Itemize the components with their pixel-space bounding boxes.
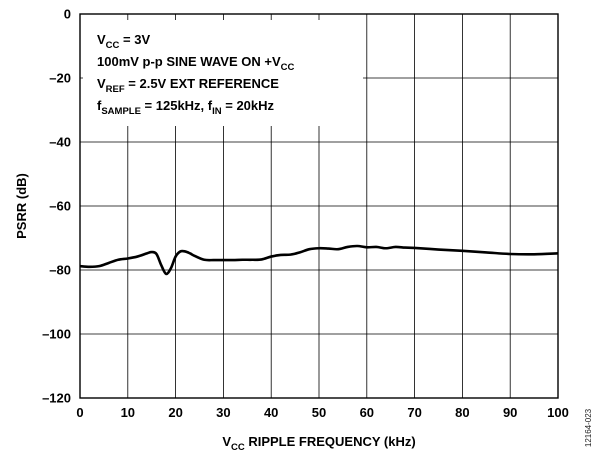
y-tick-label: –80 [49,263,71,278]
annotation-line: fSAMPLE = 125kHz, fIN = 20kHz [97,98,275,117]
annotation-line: VCC = 3V [97,32,150,51]
grid-lines [80,14,558,398]
annotation-line: VREF = 2.5V EXT REFERENCE [97,76,279,95]
x-tick-label: 70 [407,405,421,420]
x-tick-label: 0 [76,405,83,420]
y-tick-label: 0 [64,7,71,22]
plot-frame [79,13,559,399]
x-tick-label: 20 [168,405,182,420]
x-tick-label: 90 [503,405,517,420]
y-tick-label: –40 [49,135,71,150]
x-tick-label: 10 [121,405,135,420]
y-tick-label: –120 [42,391,71,406]
y-axis-label: PSRR (dB) [14,173,29,239]
x-tick-label: 100 [547,405,569,420]
x-axis-label: VCC RIPPLE FREQUENCY (kHz) [222,434,415,453]
y-tick-labels: 0 –20 –40 –60 –80 –100 –120 [42,7,71,406]
figure-id: 12164-023 [584,408,593,447]
annotation-background [83,20,363,126]
annotation-line: 100mV p-p SINE WAVE ON +VCC [97,54,294,73]
y-tick-label: –20 [49,71,71,86]
annotation-box: VCC = 3V 100mV p-p SINE WAVE ON +VCC VREF … [83,20,363,126]
x-tick-label: 80 [455,405,469,420]
psrr-curve-layer [79,244,559,276]
x-tick-label: 30 [216,405,230,420]
psrr-curve [79,244,559,276]
x-tick-label: 40 [264,405,278,420]
x-tick-labels: 0 10 20 30 40 50 60 70 80 90 100 [76,405,568,420]
y-tick-label: –60 [49,199,71,214]
x-tick-label: 50 [312,405,326,420]
y-tick-label: –100 [42,327,71,342]
x-tick-label: 60 [360,405,374,420]
